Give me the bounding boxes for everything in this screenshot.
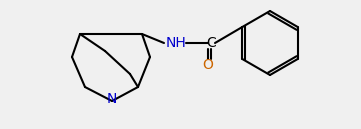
- Text: N: N: [107, 92, 117, 106]
- Text: C: C: [206, 36, 216, 50]
- Text: O: O: [203, 58, 213, 72]
- Text: NH: NH: [166, 36, 186, 50]
